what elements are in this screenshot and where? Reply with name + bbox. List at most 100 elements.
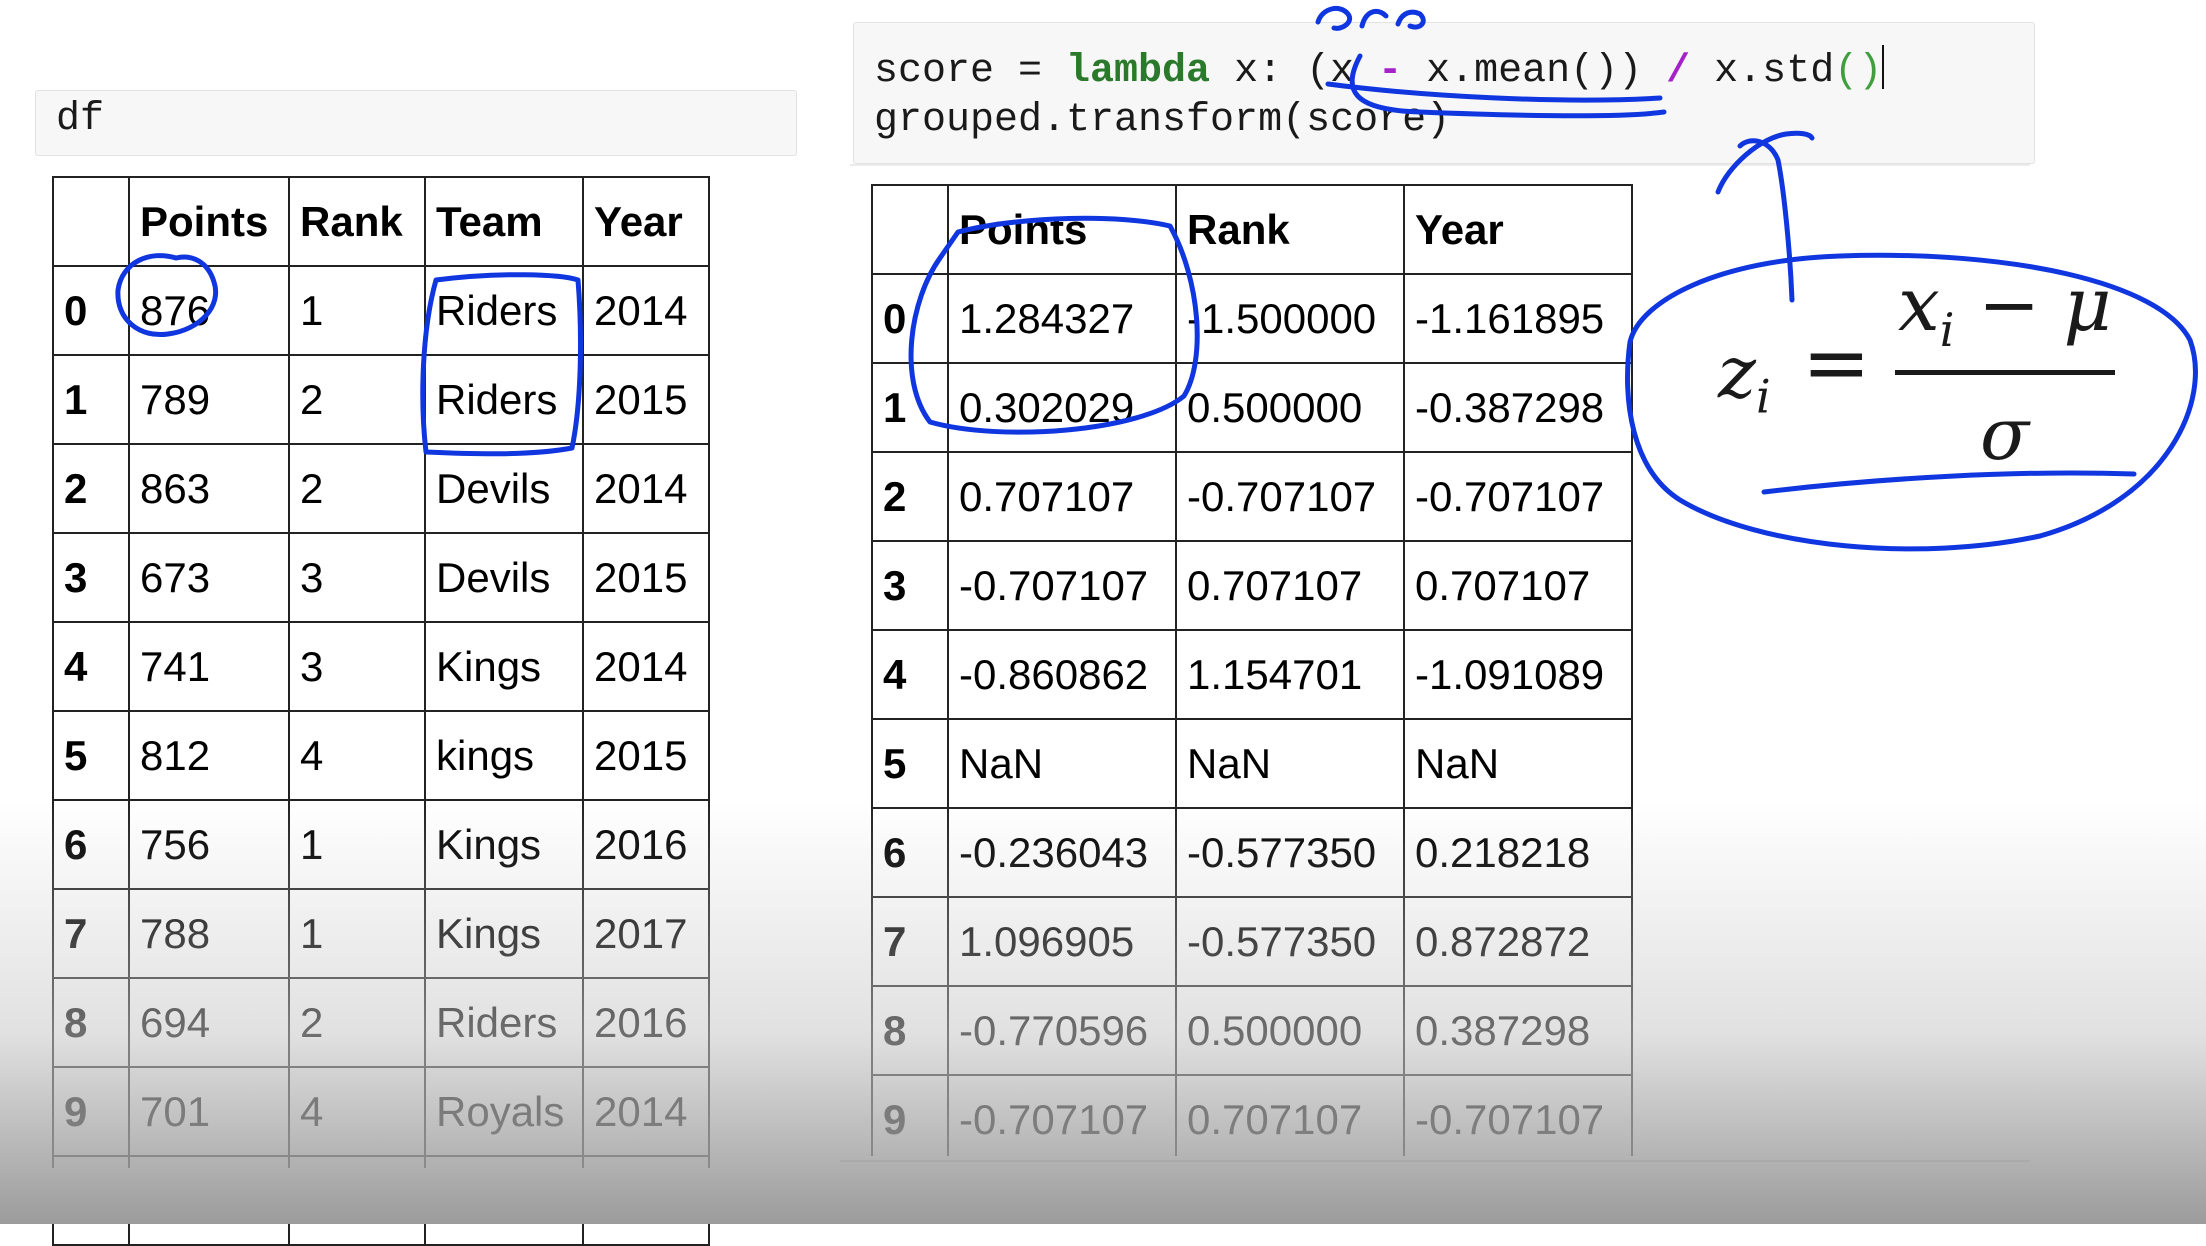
cell-points: 863 <box>128 443 290 534</box>
lambda-keyword: lambda <box>1066 49 1211 94</box>
cell-rank: 2 <box>288 977 426 1068</box>
row-index: 6 <box>52 799 130 890</box>
cell-points: 673 <box>128 532 290 623</box>
left-code-cell[interactable]: df <box>35 90 797 156</box>
row-index: 8 <box>52 977 130 1068</box>
header-rank: Rank <box>288 176 426 267</box>
row-index: 7 <box>52 888 130 979</box>
row-index: 1 <box>52 354 130 445</box>
formula-denominator: σ <box>1980 392 2030 476</box>
table-row: 8 694 2 Riders 2016 <box>52 977 710 1068</box>
cell-rank: -0.707107 <box>1175 451 1405 542</box>
row-index: 5 <box>871 718 949 809</box>
row-index: 0 <box>871 273 949 364</box>
cell-team: Riders <box>424 354 584 445</box>
cell-points: 789 <box>128 354 290 445</box>
table-row: 0 876 1 Riders 2014 <box>52 265 710 356</box>
cell-divider <box>840 1160 2030 1162</box>
output-cutoff <box>860 1156 1660 1224</box>
cell-team: Kings <box>424 799 584 890</box>
cell-points: 812 <box>128 710 290 801</box>
cell-rank: -0.577350 <box>1175 807 1405 898</box>
table-header-row: Points Rank Year <box>871 184 1633 275</box>
pen-underline-formula <box>1761 470 2137 495</box>
right-code-cell[interactable]: score = lambda x: (x - x.mean()) / x.std… <box>853 22 2035 164</box>
cell-year: -0.387298 <box>1403 362 1633 453</box>
cell-year: 0.707107 <box>1403 540 1633 631</box>
row-index: 8 <box>871 985 949 1076</box>
cell-year: 2015 <box>582 532 710 623</box>
row-index: 4 <box>871 629 949 720</box>
row-index: 9 <box>871 1074 949 1165</box>
cell-rank: 1 <box>288 265 426 356</box>
table-row: 5 812 4 kings 2015 <box>52 710 710 801</box>
cell-year: -0.707107 <box>1403 451 1633 542</box>
table-row: 7 788 1 Kings 2017 <box>52 888 710 979</box>
cell-year: 2016 <box>582 977 710 1068</box>
divide-operator: / <box>1666 49 1691 94</box>
cell-team: kings <box>424 710 584 801</box>
cell-year: -0.707107 <box>1403 1074 1633 1165</box>
call-parens: () <box>1834 49 1883 94</box>
cell-points: -0.707107 <box>947 1074 1177 1165</box>
row-index: 5 <box>52 710 130 801</box>
table-header-row: Points Rank Team Year <box>52 176 710 267</box>
cell-team: Kings <box>424 888 584 979</box>
cell-rank: 4 <box>288 1066 426 1157</box>
cell-points: NaN <box>947 718 1177 809</box>
cell-rank: 0.500000 <box>1175 985 1405 1076</box>
cell-year: 2014 <box>582 443 710 534</box>
cell-rank: 3 <box>288 532 426 623</box>
row-index: 3 <box>871 540 949 631</box>
cell-year: 2014 <box>582 1066 710 1157</box>
table-row: 5 NaN NaN NaN <box>871 718 1633 809</box>
cell-rank: 0.500000 <box>1175 362 1405 453</box>
cell-rank: 2 <box>288 443 426 534</box>
cell-rank: 2 <box>288 354 426 445</box>
transform-output-table: Points Rank Year 0 1.284327 -1.500000 -1.16… <box>871 184 1633 1165</box>
cell-year: NaN <box>1403 718 1633 809</box>
cell-rank: -0.577350 <box>1175 896 1405 987</box>
cell-rank: 4 <box>288 710 426 801</box>
cell-team: Royals <box>424 1066 584 1157</box>
table-row: 6 756 1 Kings 2016 <box>52 799 710 890</box>
cell-rank: 0.707107 <box>1175 1074 1405 1165</box>
cell-points: 1.096905 <box>947 896 1177 987</box>
cell-rank: 3 <box>288 621 426 712</box>
cell-year: 0.872872 <box>1403 896 1633 987</box>
code-line-2: grouped.transform(score) <box>874 98 1451 143</box>
cell-year: -1.161895 <box>1403 273 1633 364</box>
cell-team: Devils <box>424 532 584 623</box>
table-row: 4 -0.860862 1.154701 -1.091089 <box>871 629 1633 720</box>
cell-year: 2015 <box>582 710 710 801</box>
header-team: Team <box>424 176 584 267</box>
cell-points: 694 <box>128 977 290 1068</box>
header-index <box>52 176 130 267</box>
cell-points: 876 <box>128 265 290 356</box>
cell-points: -0.707107 <box>947 540 1177 631</box>
cell-team: Devils <box>424 443 584 534</box>
formula-numerator: xi − μ <box>1898 262 2112 357</box>
table-row: 3 673 3 Devils 2015 <box>52 532 710 623</box>
table-row: 2 863 2 Devils 2014 <box>52 443 710 534</box>
cell-points: -0.770596 <box>947 985 1177 1076</box>
row-index: 6 <box>871 807 949 898</box>
cell-team: Riders <box>424 265 584 356</box>
cell-team: Riders <box>424 977 584 1068</box>
cell-year: 2014 <box>582 621 710 712</box>
left-code-text: df <box>56 97 105 142</box>
cell-points: 756 <box>128 799 290 890</box>
formula-fraction-bar <box>1895 370 2115 375</box>
cell-points: 701 <box>128 1066 290 1157</box>
cell-rank: 0.707107 <box>1175 540 1405 631</box>
cell-rank: NaN <box>1175 718 1405 809</box>
cell-year: 2014 <box>582 265 710 356</box>
row-index: 1 <box>871 362 949 453</box>
table-row: 0 1.284327 -1.500000 -1.161895 <box>871 273 1633 364</box>
row-index: 2 <box>52 443 130 534</box>
header-year: Year <box>582 176 710 267</box>
cell-year: 0.218218 <box>1403 807 1633 898</box>
output-cutoff <box>40 1168 720 1224</box>
cell-points: 0.302029 <box>947 362 1177 453</box>
table-row: 4 741 3 Kings 2014 <box>52 621 710 712</box>
